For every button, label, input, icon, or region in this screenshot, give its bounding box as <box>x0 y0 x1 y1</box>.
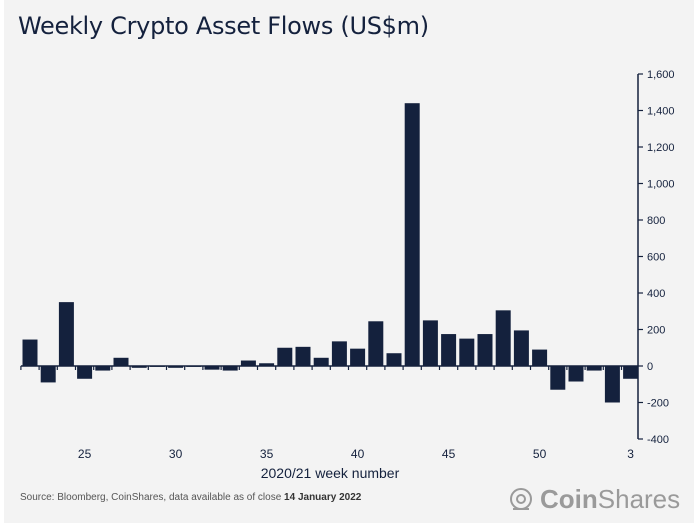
bar-week-38 <box>313 357 329 366</box>
y-tick-label: 1,200 <box>647 142 675 154</box>
y-tick-label: -200 <box>647 398 669 410</box>
coin-icon <box>510 487 532 510</box>
x-tick-label: 3 <box>627 447 634 461</box>
logo-coin: Coin <box>540 484 598 514</box>
bar-week-30 <box>168 366 184 368</box>
bar-week-3 <box>623 366 639 379</box>
bar-week-35 <box>259 363 275 366</box>
bar-week-52 <box>568 366 584 382</box>
y-tick-label: 1,400 <box>647 106 675 118</box>
bar-week-40 <box>350 348 366 366</box>
y-tick-label: 400 <box>647 288 665 300</box>
bar-week-22 <box>22 339 38 366</box>
bar-week-23 <box>40 366 56 383</box>
bar-week-37 <box>295 346 311 366</box>
bar-week-46 <box>459 338 475 366</box>
bar-week-24 <box>58 302 74 366</box>
bar-week-26 <box>95 366 111 371</box>
bar-week-47 <box>477 334 493 366</box>
x-axis-label: 2020/21 week number <box>261 465 400 481</box>
bar-week-32 <box>204 366 220 370</box>
y-tick-label: 0 <box>647 361 653 373</box>
chart-panel: Weekly Crypto Asset Flows (US$m) <box>4 0 694 523</box>
bar-week-44 <box>422 320 438 366</box>
bar-week-34 <box>240 360 256 366</box>
chart-title: Weekly Crypto Asset Flows (US$m) <box>18 12 429 40</box>
bar-week-27 <box>113 357 129 366</box>
x-tick-label: 40 <box>351 447 365 461</box>
bar-week-28 <box>131 366 147 368</box>
source-date: 14 January 2022 <box>284 492 362 503</box>
x-tick-label: 35 <box>260 447 274 461</box>
bar-week-2 <box>604 366 620 403</box>
bar-week-42 <box>386 353 402 366</box>
source-note: Source: Bloomberg, CoinShares, data avai… <box>20 492 361 503</box>
y-tick-label: 800 <box>647 215 665 227</box>
y-tick-label: -400 <box>647 434 669 446</box>
y-tick-label: 600 <box>647 252 665 264</box>
bar-week-51 <box>550 366 566 390</box>
bar-week-49 <box>513 330 529 366</box>
x-tick-label: 30 <box>169 447 183 461</box>
x-tick-label: 45 <box>442 447 456 461</box>
bar-week-48 <box>495 310 511 366</box>
bar-week-36 <box>277 347 293 366</box>
bar-week-41 <box>368 321 384 366</box>
bar-week-39 <box>331 341 347 366</box>
x-tick-label: 50 <box>533 447 547 461</box>
x-tick-label: 25 <box>78 447 92 461</box>
logo-shares: Shares <box>597 484 681 514</box>
source-text: Source: Bloomberg, CoinShares, data avai… <box>20 492 285 503</box>
bar-week-25 <box>77 366 93 379</box>
bar-week-1 <box>586 366 602 371</box>
y-tick-label: 1,600 <box>647 69 675 81</box>
bar-week-33 <box>222 366 238 371</box>
coinshares-logo: CoinShares <box>508 484 680 515</box>
y-tick-label: 1,000 <box>647 179 675 191</box>
y-tick-label: 200 <box>647 325 665 337</box>
bar-week-43 <box>404 103 420 366</box>
bar-week-50 <box>532 349 548 366</box>
bar-week-45 <box>441 334 457 366</box>
